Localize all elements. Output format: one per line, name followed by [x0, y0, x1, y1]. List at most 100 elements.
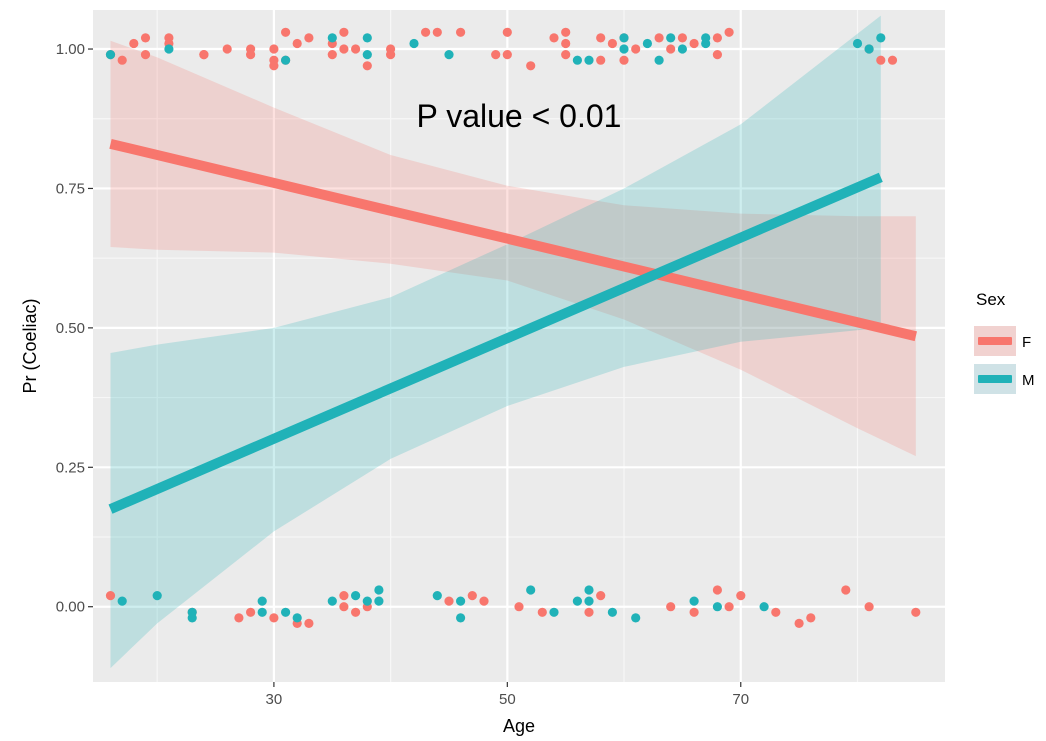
y-tick-label: 0.75 [56, 180, 85, 197]
point-f [269, 44, 279, 54]
point-f [105, 591, 116, 601]
point-f [362, 61, 372, 71]
x-tick-label: 50 [499, 691, 516, 708]
point-m [432, 591, 442, 601]
point-f [607, 38, 618, 49]
point-f [269, 613, 279, 623]
point-f [666, 44, 676, 54]
point-m [631, 613, 641, 623]
y-tick-label: 1.00 [56, 41, 85, 58]
point-m [584, 55, 594, 65]
point-m [712, 602, 723, 612]
y-tick-label: 0.00 [56, 599, 85, 616]
point-m [607, 607, 618, 617]
point-m [572, 596, 583, 606]
x-tick-label: 30 [266, 691, 283, 708]
point-f [140, 50, 151, 60]
point-f [561, 27, 571, 37]
point-f [339, 591, 349, 601]
point-f [561, 38, 571, 49]
point-m [362, 50, 372, 60]
point-f [140, 33, 151, 43]
point-f [199, 50, 209, 60]
point-f [736, 591, 746, 601]
point-f [887, 55, 898, 65]
point-m [362, 596, 372, 606]
point-f [666, 602, 676, 612]
point-f [269, 61, 279, 71]
point-f [794, 618, 804, 629]
point-m [187, 607, 197, 617]
y-axis-title: Pr (Coeliac) [20, 298, 40, 393]
point-m [409, 38, 419, 49]
point-m [759, 602, 769, 612]
point-m [327, 596, 337, 606]
p-value-annotation: P value < 0.01 [417, 98, 622, 134]
point-f [596, 55, 606, 65]
point-f [339, 44, 349, 54]
point-f [631, 44, 641, 54]
point-m [444, 50, 454, 60]
point-m [876, 33, 886, 43]
point-f [456, 27, 466, 37]
point-f [677, 33, 688, 43]
point-f [712, 50, 723, 60]
x-axis-ticks: 30 50 70 [266, 682, 749, 708]
x-tick-label: 70 [732, 691, 749, 708]
point-f [421, 27, 431, 37]
point-m [666, 33, 676, 43]
point-f [281, 27, 291, 37]
y-tick-label: 0.25 [56, 459, 85, 476]
point-f [234, 613, 244, 623]
point-m [654, 55, 664, 65]
point-m [374, 596, 384, 606]
point-f [771, 607, 781, 617]
point-m [642, 38, 653, 49]
point-f [596, 33, 606, 43]
point-f [689, 607, 699, 617]
point-m [257, 607, 267, 617]
point-f [724, 27, 734, 37]
point-m [374, 585, 384, 595]
point-f [806, 613, 816, 623]
point-f [502, 50, 512, 60]
point-f [386, 50, 396, 60]
point-f [841, 585, 851, 595]
legend-line-m [978, 375, 1012, 383]
point-f [304, 33, 314, 43]
point-f [467, 591, 477, 601]
point-m [619, 44, 629, 54]
point-f [584, 607, 594, 617]
x-axis-title: Age [503, 716, 535, 736]
point-m [864, 44, 874, 54]
point-f [911, 607, 921, 617]
y-axis-ticks: 0.00 0.25 0.50 0.75 1.00 [56, 41, 93, 616]
point-m [549, 607, 559, 617]
point-m [526, 585, 536, 595]
point-f [351, 44, 361, 54]
point-m [292, 613, 302, 623]
point-m [456, 596, 466, 606]
point-m [281, 607, 291, 617]
point-f [876, 55, 886, 65]
point-f [129, 38, 139, 49]
point-f [864, 602, 874, 612]
legend-line-f [978, 337, 1012, 345]
plot-panel [93, 10, 945, 682]
point-m [619, 33, 629, 43]
point-f [537, 607, 547, 617]
point-f [339, 602, 349, 612]
point-f [526, 61, 536, 71]
point-f [712, 33, 723, 43]
point-f [339, 27, 349, 37]
point-m [584, 585, 594, 595]
y-tick-label: 0.50 [56, 320, 85, 337]
ci-band-f [110, 40, 916, 457]
point-f [292, 38, 302, 49]
point-f [549, 33, 559, 43]
point-m [852, 38, 863, 49]
point-f [222, 44, 232, 54]
point-f [117, 55, 127, 65]
data-points [105, 27, 921, 629]
legend-label-f: F [1022, 334, 1031, 351]
